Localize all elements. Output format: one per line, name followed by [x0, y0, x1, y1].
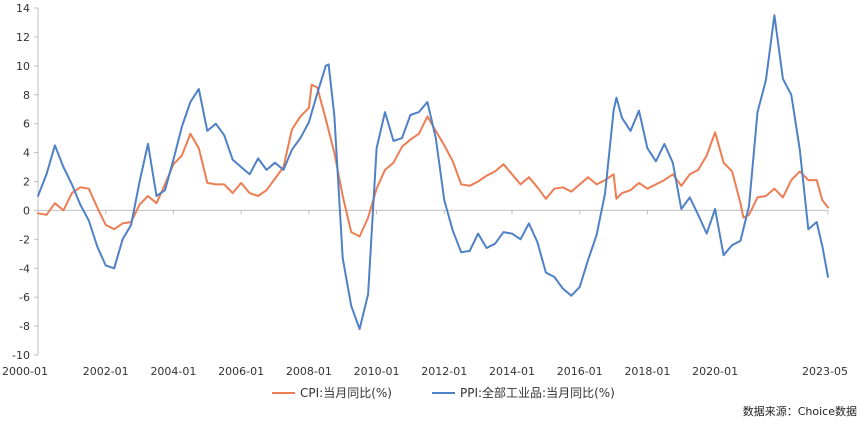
y-axis: -10 -8 -6 -4 -2 0 2 4 6 8 10 12 14 — [12, 2, 39, 362]
x-tick-label: 2002-01 — [83, 365, 129, 378]
source-note: 数据来源：Choice数据 — [742, 405, 857, 418]
x-tick-label: 2012-01 — [421, 365, 467, 378]
y-tick-label: -2 — [19, 233, 30, 246]
legend-ppi-label: PPI:全部工业品:当月同比(%) — [460, 385, 615, 400]
legend-cpi-label: CPI:当月同比(%) — [300, 386, 392, 400]
legend: CPI:当月同比(%) PPI:全部工业品:当月同比(%) — [272, 385, 615, 400]
y-tick-label: 2 — [23, 176, 30, 189]
x-tick-label: 2020-01 — [692, 365, 738, 378]
x-tick-label: 2023-05 — [802, 365, 848, 378]
y-tick-label: 6 — [23, 118, 30, 131]
x-tick-label: 2004-01 — [150, 365, 196, 378]
cpi-series-line — [37, 83, 829, 238]
y-tick-label: -8 — [19, 320, 30, 333]
y-tick-label: 8 — [23, 89, 30, 102]
x-tick-label: 2006-01 — [218, 365, 264, 378]
y-tick-label: -4 — [19, 262, 30, 275]
series-layer — [37, 14, 829, 330]
x-tick-label: 2010-01 — [354, 365, 400, 378]
y-tick-label: 4 — [23, 147, 30, 160]
y-tick-label: -10 — [12, 349, 30, 362]
y-tick-label: 0 — [23, 204, 30, 217]
ppi-series-line — [37, 14, 829, 330]
x-tick-label: 2000-01 — [2, 365, 48, 378]
x-tick-label: 2018-01 — [624, 365, 670, 378]
y-tick-label: 10 — [16, 60, 30, 73]
y-tick-label: 12 — [16, 31, 30, 44]
x-axis: 2000-01 2002-01 2004-01 2006-01 2008-01 2010-… — [2, 209, 848, 378]
y-tick-label: -6 — [19, 291, 30, 304]
x-tick-label: 2008-01 — [286, 365, 332, 378]
y-tick-label: 14 — [16, 2, 30, 15]
x-tick-label: 2016-01 — [557, 365, 603, 378]
x-tick-label: 2014-01 — [489, 365, 535, 378]
